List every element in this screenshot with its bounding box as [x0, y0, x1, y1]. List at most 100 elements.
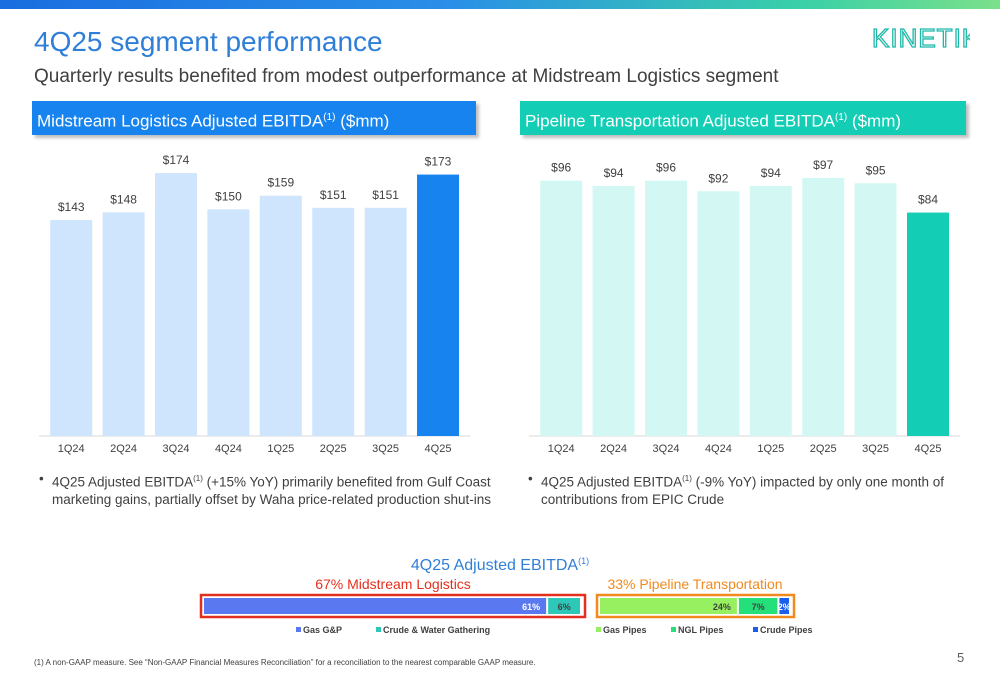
- pipeline-bar: [907, 212, 949, 436]
- pipeline-commentary: • 4Q25 Adjusted EBITDA(1) (-9% YoY) impa…: [528, 470, 945, 508]
- midstream-tick-label: 2Q24: [110, 443, 137, 455]
- page-subtitle: Quarterly results benefited from modest …: [34, 66, 779, 87]
- composition-group-label: 33% Pipeline Transportation: [607, 576, 782, 592]
- midstream-bar: [312, 207, 355, 436]
- pipeline-header: Pipeline Transportation Adjusted EBITDA(…: [520, 101, 966, 135]
- pipeline-bar: [697, 191, 740, 436]
- pipeline-commentary-b: (-9% YoY) impacted by only one month of: [691, 474, 945, 490]
- logo-wordmark: KINETIK: [872, 23, 970, 52]
- pipeline-bar: [540, 180, 583, 436]
- top-gradient-bar: [0, 0, 1000, 9]
- midstream-data-label: $150: [215, 189, 242, 203]
- midstream-tick-label: 3Q24: [163, 443, 190, 455]
- midstream-tick-label: 1Q24: [58, 443, 85, 455]
- composition-segment-label: 2%: [778, 602, 791, 612]
- footnote: (1) A non-GAAP measure. See “Non-GAAP Fi…: [34, 658, 536, 667]
- midstream-data-label: $151: [372, 188, 399, 202]
- composition-group-outline: [199, 593, 587, 619]
- pipeline-tick-label: 1Q25: [757, 443, 784, 455]
- legend-label: Crude & Water Gathering: [383, 625, 490, 635]
- midstream-data-label: $174: [163, 153, 190, 167]
- composition-title-sup: (1): [578, 556, 589, 566]
- pipeline-tick-label: 4Q25: [915, 443, 942, 455]
- composition-segment: [204, 598, 547, 614]
- midstream-tick-label: 2Q25: [320, 443, 347, 455]
- pipeline-data-label: $95: [866, 163, 886, 177]
- midstream-commentary-line2: marketing gains, partially offset by Wah…: [52, 491, 491, 507]
- pipeline-header-unit: ($mm): [847, 111, 902, 131]
- midstream-commentary-a: 4Q25 Adjusted EBITDA: [52, 474, 194, 490]
- pipeline-data-label: $97: [813, 158, 833, 172]
- composition-segment-label: 6%: [558, 602, 571, 612]
- pipeline-tick-label: 2Q24: [600, 443, 627, 455]
- composition-segment-label: 7%: [752, 602, 765, 612]
- composition-title-text: 4Q25 Adjusted EBITDA: [411, 557, 579, 574]
- midstream-tick-label: 4Q24: [215, 443, 242, 455]
- pipeline-data-label: $94: [604, 166, 624, 180]
- midstream-bar: [364, 207, 407, 436]
- composition-segment-label: 24%: [713, 602, 731, 612]
- legend-label: Gas Pipes: [603, 625, 647, 635]
- composition-group-outline: [595, 593, 796, 619]
- pipeline-header-sup: (1): [834, 112, 848, 123]
- legend-swatch: [376, 627, 381, 632]
- midstream-commentary-b: (+15% YoY) primarily benefited from Gulf…: [202, 474, 491, 490]
- composition-segment-label: 61%: [522, 602, 540, 612]
- midstream-header: Midstream Logistics Adjusted EBITDA(1) (…: [32, 101, 476, 135]
- midstream-bar: [102, 212, 145, 436]
- legend-label: Crude Pipes: [760, 625, 813, 635]
- pipeline-data-label: $96: [551, 161, 571, 175]
- midstream-header-unit: ($mm): [335, 111, 390, 131]
- pipeline-header-title: Pipeline Transportation Adjusted EBITDA: [525, 111, 835, 131]
- pipeline-tick-label: 3Q25: [862, 443, 889, 455]
- midstream-tick-label: 4Q25: [425, 443, 452, 455]
- bullet-dot: •: [39, 471, 44, 486]
- pipeline-commentary-sup: (1): [682, 474, 692, 483]
- composition-group-label: 67% Midstream Logistics: [315, 576, 471, 592]
- midstream-tick-label: 3Q25: [372, 443, 399, 455]
- kinetik-logo: KINETIK: [871, 22, 970, 52]
- midstream-data-label: $143: [58, 200, 85, 214]
- midstream-bar: [207, 209, 250, 436]
- midstream-header-sup: (1): [323, 112, 336, 123]
- composition-segment: [600, 598, 737, 614]
- pipeline-tick-label: 1Q24: [548, 443, 575, 455]
- legend-swatch: [596, 627, 601, 632]
- midstream-bar: [259, 195, 302, 436]
- midstream-commentary: • 4Q25 Adjusted EBITDA(1) (+15% YoY) pri…: [39, 470, 491, 508]
- midstream-data-label: $148: [110, 192, 137, 206]
- pipeline-bar: [749, 185, 792, 436]
- midstream-header-title: Midstream Logistics Adjusted EBITDA: [37, 111, 324, 131]
- page-number: 5: [957, 650, 965, 665]
- pipeline-commentary-line2: contributions from EPIC Crude: [541, 491, 725, 507]
- pipeline-commentary-a: 4Q25 Adjusted EBITDA: [541, 474, 683, 490]
- midstream-bar: [417, 174, 459, 437]
- legend-swatch: [296, 627, 301, 632]
- pipeline-bar: [645, 180, 687, 436]
- composition-segment: [548, 598, 580, 614]
- composition-title: 4Q25 Adjusted EBITDA(1): [411, 556, 589, 574]
- pipeline-bar: [854, 183, 897, 436]
- pipeline-data-label: $84: [918, 193, 938, 207]
- midstream-tick-label: 1Q25: [267, 443, 294, 455]
- midstream-commentary-sup: (1): [193, 474, 203, 483]
- midstream-data-label: $159: [267, 176, 294, 190]
- pipeline-bar: [592, 185, 635, 436]
- bullet-dot: •: [528, 471, 533, 486]
- legend-label: Gas G&P: [303, 625, 342, 635]
- midstream-data-label: $173: [425, 155, 452, 169]
- midstream-bar: [155, 173, 197, 437]
- pipeline-tick-label: 4Q24: [705, 443, 732, 455]
- legend-label: NGL Pipes: [678, 625, 723, 635]
- composition-segment: [738, 598, 778, 614]
- pipeline-data-label: $94: [761, 166, 781, 180]
- pipeline-bar: [802, 177, 845, 437]
- pipeline-tick-label: 2Q25: [810, 443, 837, 455]
- midstream-data-label: $151: [320, 188, 347, 202]
- composition-segment: [779, 598, 789, 614]
- legend-swatch: [671, 627, 676, 632]
- pipeline-data-label: $96: [656, 161, 676, 175]
- pipeline-data-label: $92: [708, 171, 728, 185]
- legend-swatch: [753, 627, 758, 632]
